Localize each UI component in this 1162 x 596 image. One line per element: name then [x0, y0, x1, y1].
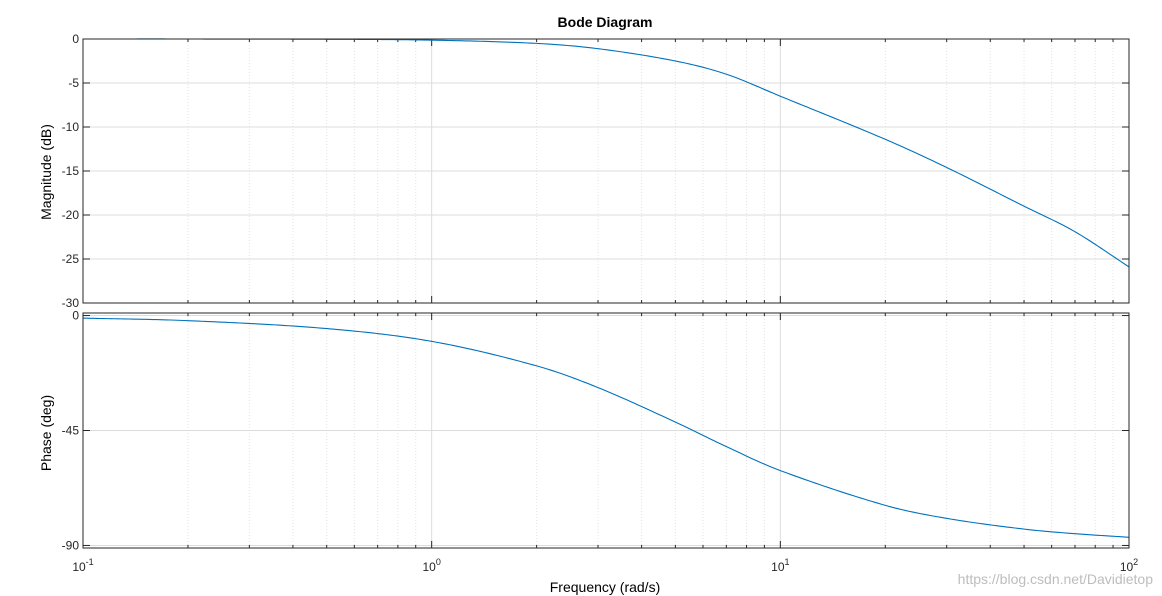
y-tick-label: -5: [68, 76, 79, 90]
y-tick-label: -10: [62, 120, 80, 134]
axes-box: [82, 312, 1130, 549]
y-tick-label: 0: [72, 309, 79, 323]
frequency-tick-labels: 10-1 100 101 102: [72, 557, 1138, 574]
x-tick-label: 101: [771, 557, 789, 574]
watermark: https://blog.csdn.net/Davidietop: [958, 571, 1154, 587]
chart-title: Bode Diagram: [558, 14, 653, 30]
phase-series-line: [82, 317, 1130, 538]
magnitude-panel: 0 -5 -10 -15 -20 -25 -30: [62, 32, 1130, 310]
y-tick-label: -30: [62, 296, 80, 310]
y-tick-label: -45: [62, 424, 80, 438]
frequency-axis-label: Frequency (rad/s): [550, 579, 660, 595]
x-tick-label: 102: [1120, 557, 1138, 574]
y-tick-label: -25: [62, 252, 80, 266]
axes-box: [82, 38, 1130, 304]
x-tick-label: 10-1: [72, 557, 93, 574]
x-tick-label: 100: [422, 557, 440, 574]
y-tick-label: -20: [62, 208, 80, 222]
y-tick-label: -90: [62, 538, 80, 552]
y-tick-label: -15: [62, 164, 80, 178]
magnitude-axis-label: Magnitude (dB): [38, 124, 54, 220]
phase-panel: 0 -45 -90: [62, 309, 1130, 552]
y-tick-label: 0: [72, 32, 79, 46]
phase-axis-label: Phase (deg): [38, 395, 54, 471]
